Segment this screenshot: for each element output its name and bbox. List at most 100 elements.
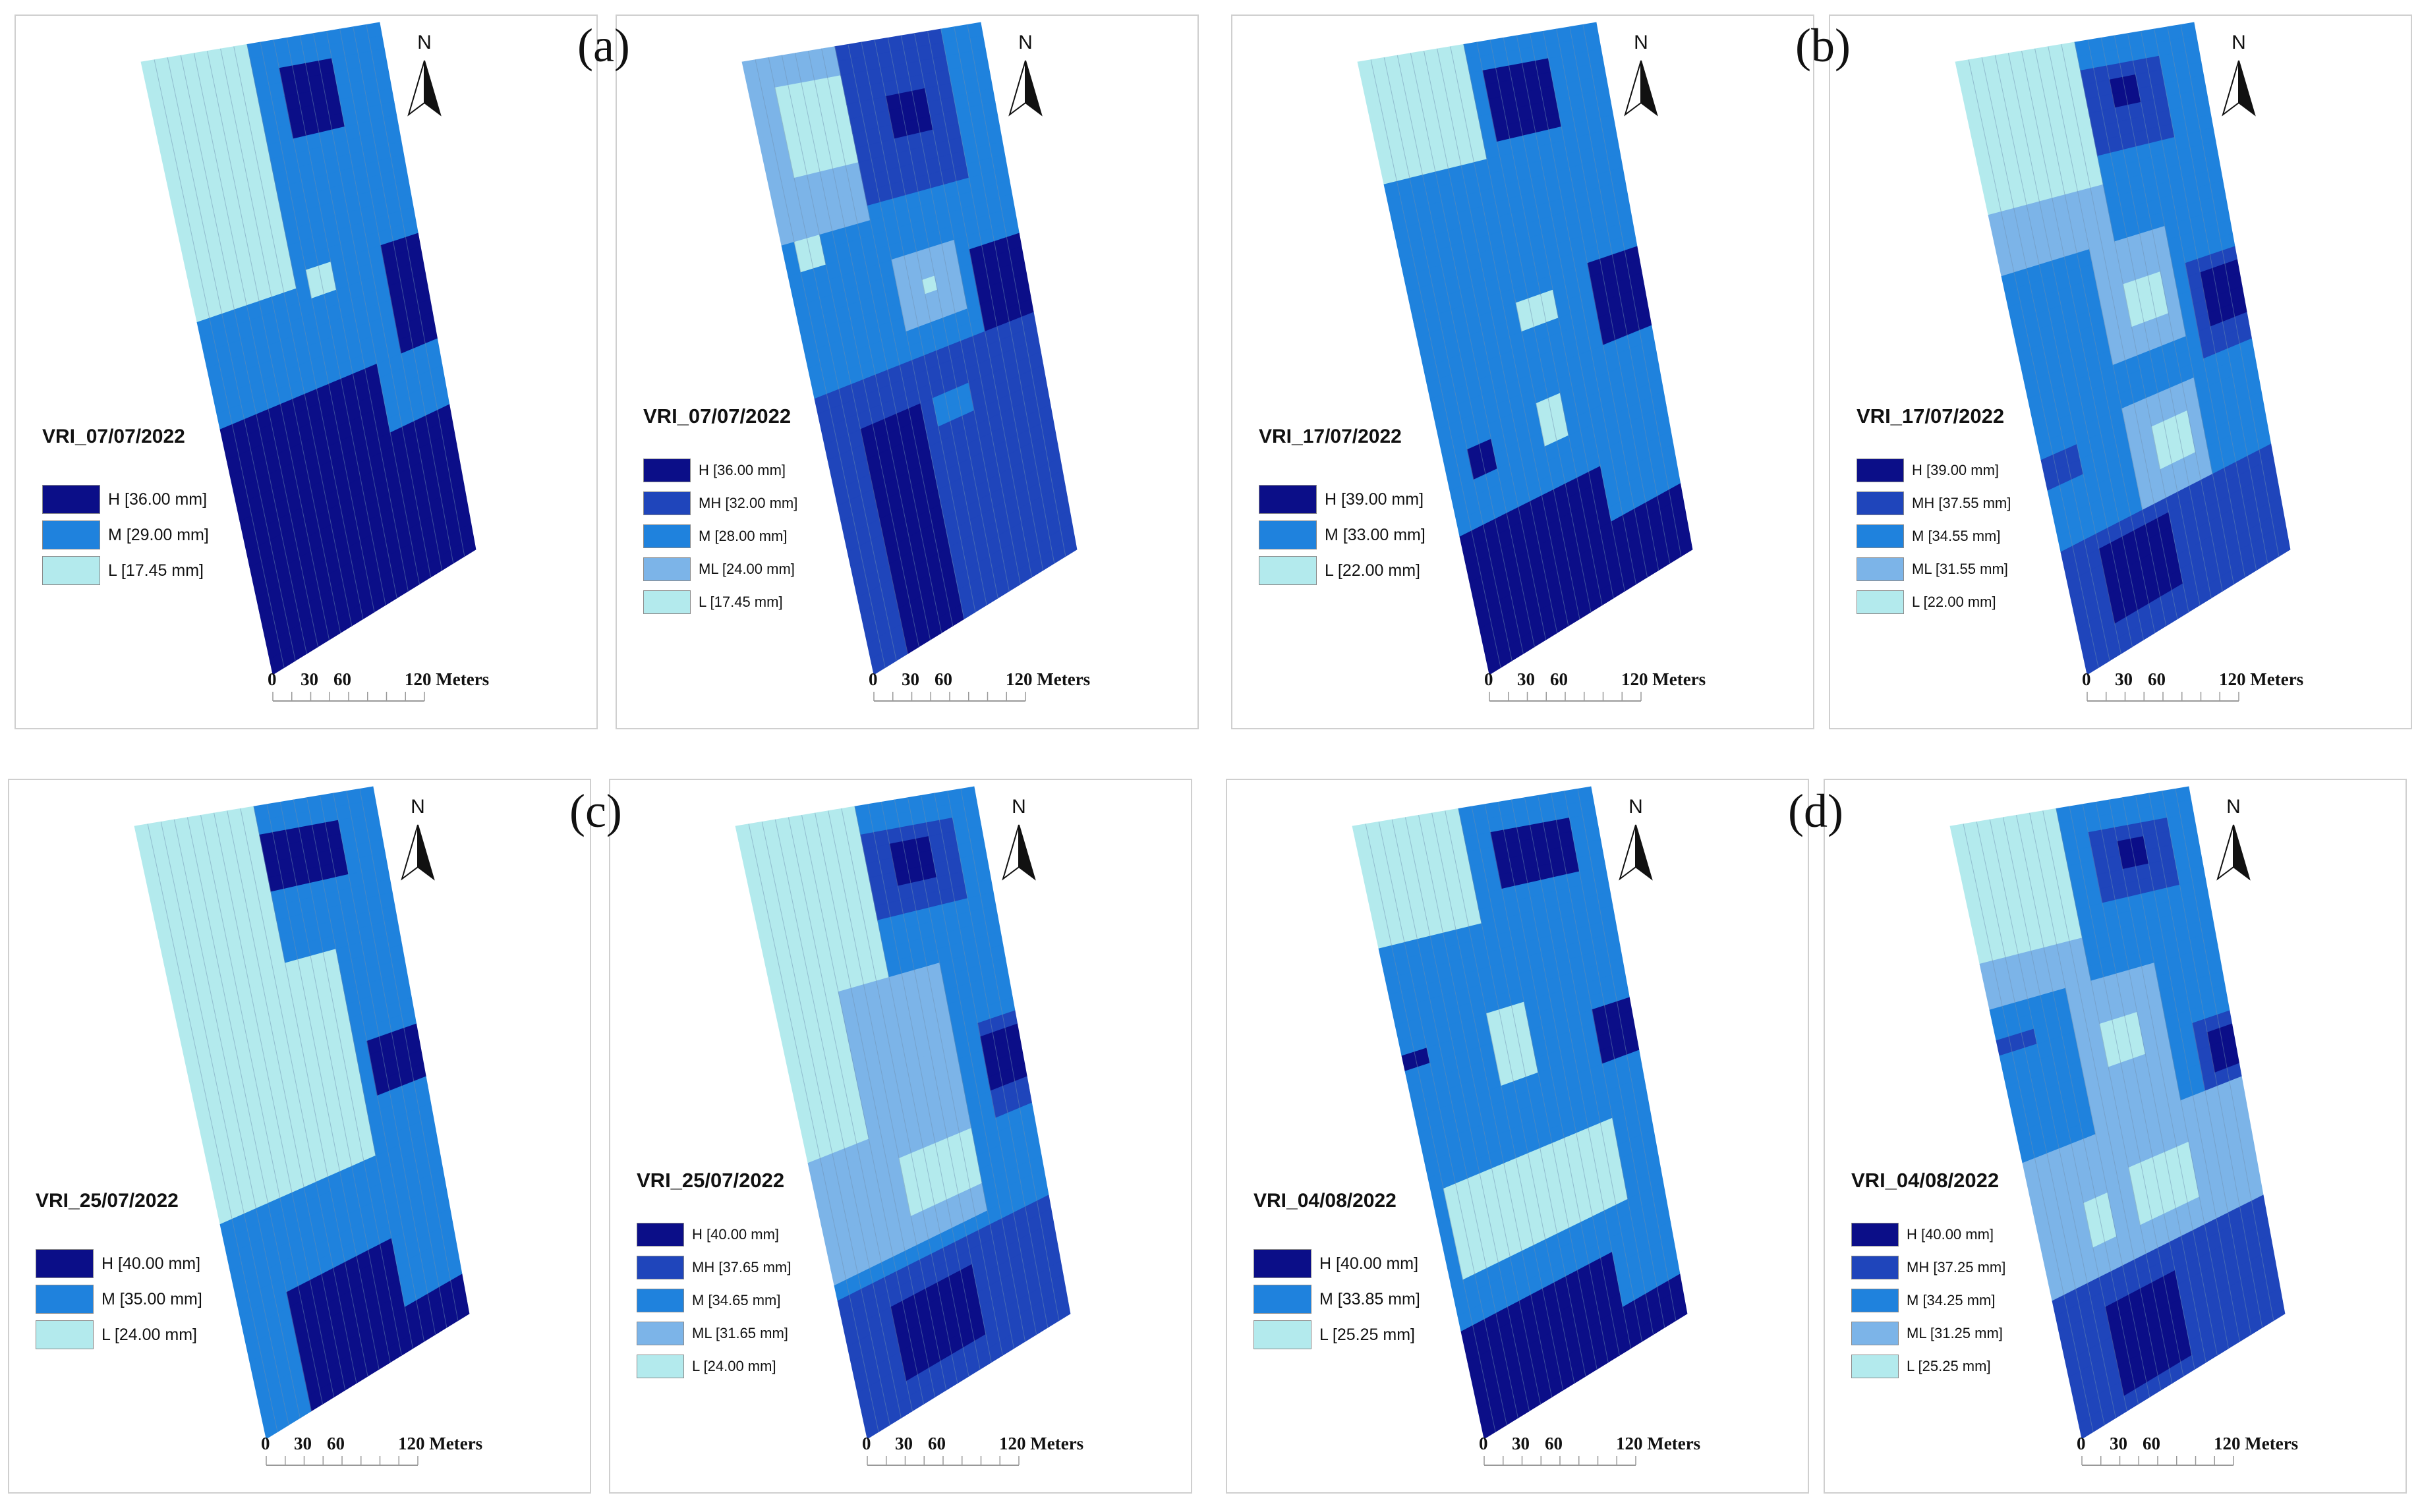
strip-line — [333, 793, 436, 1335]
strip-line — [260, 42, 375, 613]
strip-line — [967, 24, 1066, 557]
legend-item-l: L [17.45 mm] — [643, 590, 783, 614]
strip-line — [207, 51, 330, 640]
strip-line — [954, 26, 1055, 564]
strip-line — [2154, 28, 2257, 571]
north-arrow-right — [1640, 60, 1658, 117]
strip-line — [755, 59, 886, 668]
strip-line — [1463, 44, 1580, 619]
scale-bar — [2087, 692, 2239, 702]
legend-item-h: H [39.00 mm] — [1259, 485, 1424, 514]
strip-line — [2100, 38, 2212, 598]
strip-line — [1516, 35, 1625, 592]
strip-line — [167, 57, 296, 661]
legend-swatch — [42, 485, 100, 514]
zone-cells — [1352, 786, 1688, 1440]
scale-tick-label: 60 — [333, 669, 351, 689]
map-title: VRI_07/07/2022 — [643, 405, 792, 428]
legend-swatch — [637, 1322, 684, 1345]
legend-item-mh: MH [37.55 mm] — [1857, 491, 2011, 515]
scale-bar — [873, 692, 1026, 702]
vri-zone-map: N — [134, 786, 470, 1466]
legend-item-mh: MH [37.65 mm] — [637, 1256, 791, 1279]
strip-line — [748, 824, 879, 1432]
legend-swatch — [643, 557, 691, 581]
strip-line — [180, 55, 307, 654]
vri-zone-map: N — [1357, 22, 1693, 702]
scale-tick-label: 30 — [301, 669, 318, 689]
legend-swatch — [36, 1285, 94, 1314]
scale-tick-label: 0 — [261, 1434, 270, 1453]
north-arrow-left — [407, 60, 425, 117]
strip-line — [947, 791, 1049, 1328]
strip-line — [913, 33, 1021, 584]
strip-line — [246, 44, 364, 619]
north-arrow-left — [2222, 60, 2239, 117]
vri-zone-map: N — [140, 22, 476, 702]
legend-item-l: L [17.45 mm] — [42, 556, 204, 585]
legend-label: M [35.00 mm] — [101, 1289, 202, 1308]
scale-tick-label: 30 — [2115, 669, 2133, 689]
legend-label: M [33.00 mm] — [1325, 525, 1426, 544]
strip-line — [227, 810, 346, 1391]
strip-line — [220, 48, 341, 633]
map-panel: N VRI_07/07/2022 H [36.00 mm] M [29.00 mm] L… — [14, 14, 598, 729]
north-arrow-left — [1624, 60, 1642, 117]
strip-line — [861, 42, 976, 613]
north-arrow-icon: N — [1624, 32, 1658, 117]
map-panel: N VRI_04/08/2022 H [40.00 mm] M [33.85 mm] L… — [1226, 779, 1809, 1494]
legend-swatch — [1857, 524, 1904, 548]
legend-item-m: M [34.65 mm] — [637, 1289, 780, 1312]
strip-line — [1370, 59, 1501, 668]
north-label: N — [1018, 32, 1033, 53]
strip-line — [1981, 57, 2110, 661]
strip-line — [874, 40, 987, 605]
strip-line — [867, 804, 981, 1370]
legend-swatch — [1857, 590, 1904, 614]
zone-cells — [1357, 22, 1693, 675]
legend-item-ml: ML [24.00 mm] — [643, 557, 795, 581]
strip-line — [927, 31, 1033, 578]
strip-line — [815, 812, 936, 1397]
north-label: N — [1634, 32, 1648, 53]
scale-end-label: 120 Meters — [398, 1434, 483, 1453]
map-panel: N VRI_07/07/2022 H [36.00 mm] MH [32.00 mm]… — [616, 14, 1199, 729]
scale-bar — [266, 1456, 418, 1466]
map-title: VRI_25/07/2022 — [36, 1190, 179, 1212]
strip-line — [2114, 35, 2223, 592]
legend-swatch — [643, 590, 691, 614]
legend-label: L [24.00 mm] — [101, 1325, 197, 1344]
legend-label: M [34.65 mm] — [692, 1292, 781, 1308]
legend-swatch — [637, 1223, 684, 1246]
scale-tick-label: 0 — [1484, 669, 1493, 689]
strip-line — [808, 51, 931, 640]
strip-line — [1968, 59, 2099, 668]
scale-tick-label: 30 — [902, 669, 919, 689]
vri-zone-map: N — [1352, 786, 1688, 1466]
legend-swatch — [42, 520, 100, 549]
strip-line — [326, 31, 432, 578]
strip-line — [774, 819, 902, 1418]
scale-tick-label: 60 — [935, 669, 952, 689]
strip-line — [921, 795, 1026, 1342]
legend-swatch — [643, 524, 691, 548]
strip-line — [306, 797, 413, 1349]
scale-tick-label: 60 — [1550, 669, 1568, 689]
strip-line — [266, 804, 380, 1370]
legend-label: ML [24.00 mm] — [699, 561, 795, 577]
legend-label: H [39.00 mm] — [1325, 490, 1424, 509]
scale-bar — [867, 1456, 1020, 1466]
strip-line — [320, 795, 425, 1342]
scale-end-label: 120 Meters — [1621, 669, 1706, 689]
legend-item-h: H [39.00 mm] — [1857, 459, 1999, 482]
scale-tick-label: 30 — [895, 1434, 913, 1453]
legend-item-ml: ML [31.65 mm] — [637, 1322, 788, 1345]
legend-label: L [24.00 mm] — [692, 1358, 776, 1374]
legend-swatch — [42, 556, 100, 585]
legend-item-m: M [33.00 mm] — [1259, 520, 1426, 549]
strip-line — [279, 802, 391, 1362]
legend-item-h: H [36.00 mm] — [643, 459, 786, 482]
strip-line — [1410, 53, 1535, 647]
strip-line — [1994, 55, 2121, 654]
strip-line — [154, 59, 285, 668]
